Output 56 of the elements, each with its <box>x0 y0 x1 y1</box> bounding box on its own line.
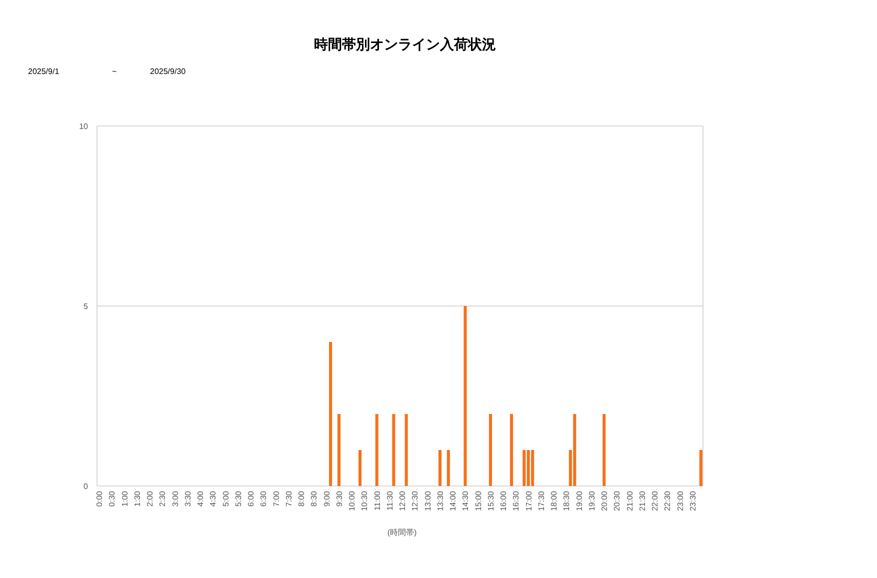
x-tick-label: 14:30 <box>461 490 470 512</box>
x-tick-label: 16:00 <box>499 490 508 512</box>
x-tick-label: 8:30 <box>310 490 319 507</box>
x-tick-label: 3:30 <box>183 490 192 507</box>
text: 2025/9/1 <box>28 67 60 76</box>
x-tick-label: 17:00 <box>524 490 534 512</box>
y-tick-label: 0 <box>84 482 89 491</box>
x-tick-label: 0:00 <box>95 490 104 507</box>
x-tick-label: 6:00 <box>246 490 256 507</box>
x-tick-label: 23:30 <box>688 490 698 512</box>
x-tick-label: 19:00 <box>574 490 584 512</box>
text: 2025/9/30 <box>150 67 186 76</box>
chart-title: 時間帯別オンライン入荷状況 <box>314 36 496 52</box>
x-tick-label: 1:30 <box>132 490 142 507</box>
x-tick-label: 2:00 <box>146 490 155 507</box>
x-tick-label: 16:30 <box>512 490 521 512</box>
x-tick-label: 4:00 <box>196 490 206 507</box>
x-tick-label: 17:30 <box>536 490 546 512</box>
x-tick-label: 4:30 <box>208 490 218 507</box>
x-tick-label: 20:00 <box>600 490 610 512</box>
x-tick-label: 7:00 <box>272 490 281 507</box>
x-tick-label: 9:00 <box>322 490 332 507</box>
x-tick-label: 12:30 <box>410 490 420 512</box>
x-tick-label: 21:00 <box>625 490 634 512</box>
x-tick-label: 10:00 <box>348 490 357 512</box>
x-tick-label: 10:30 <box>360 490 370 512</box>
x-tick-label: 18:30 <box>562 490 572 512</box>
x-tick-label: 20:30 <box>612 490 622 512</box>
x-tick-label: 11:00 <box>372 490 382 510</box>
x-tick-label: 3:00 <box>170 490 180 507</box>
y-tick-label: 5 <box>84 302 89 311</box>
x-tick-label: 15:30 <box>486 490 496 512</box>
x-tick-label: 18:00 <box>550 490 559 512</box>
x-tick-label: 23:00 <box>676 490 685 512</box>
x-tick-label: 12:00 <box>398 490 408 512</box>
x-tick-label: 0:30 <box>108 490 117 507</box>
x-tick-label: 9:30 <box>334 490 344 507</box>
x-tick-label: 5:30 <box>234 490 243 507</box>
x-tick-label: 22:30 <box>663 490 672 512</box>
x-tick-label: 22:00 <box>650 490 660 512</box>
x-tick-label: 2:30 <box>158 490 168 507</box>
x-tick-label: 1:00 <box>120 490 130 507</box>
x-tick-label: 11:30 <box>385 490 394 510</box>
x-tick-label: 14:00 <box>448 490 458 512</box>
x-axis-title: (時間帯) <box>387 528 417 537</box>
x-tick-label: 19:30 <box>587 490 596 512</box>
x-tick-label: 15:00 <box>474 490 483 512</box>
y-tick-label: 10 <box>79 122 89 131</box>
text: ~ <box>112 67 117 76</box>
x-tick-label: 13:30 <box>436 490 445 512</box>
x-tick-label: 7:30 <box>284 490 294 507</box>
x-tick-label: 5:00 <box>221 490 230 507</box>
x-tick-label: 21:30 <box>638 490 647 512</box>
x-tick-label: 6:30 <box>259 490 268 507</box>
x-tick-label: 13:00 <box>423 490 432 512</box>
x-tick-label: 8:00 <box>297 490 306 507</box>
